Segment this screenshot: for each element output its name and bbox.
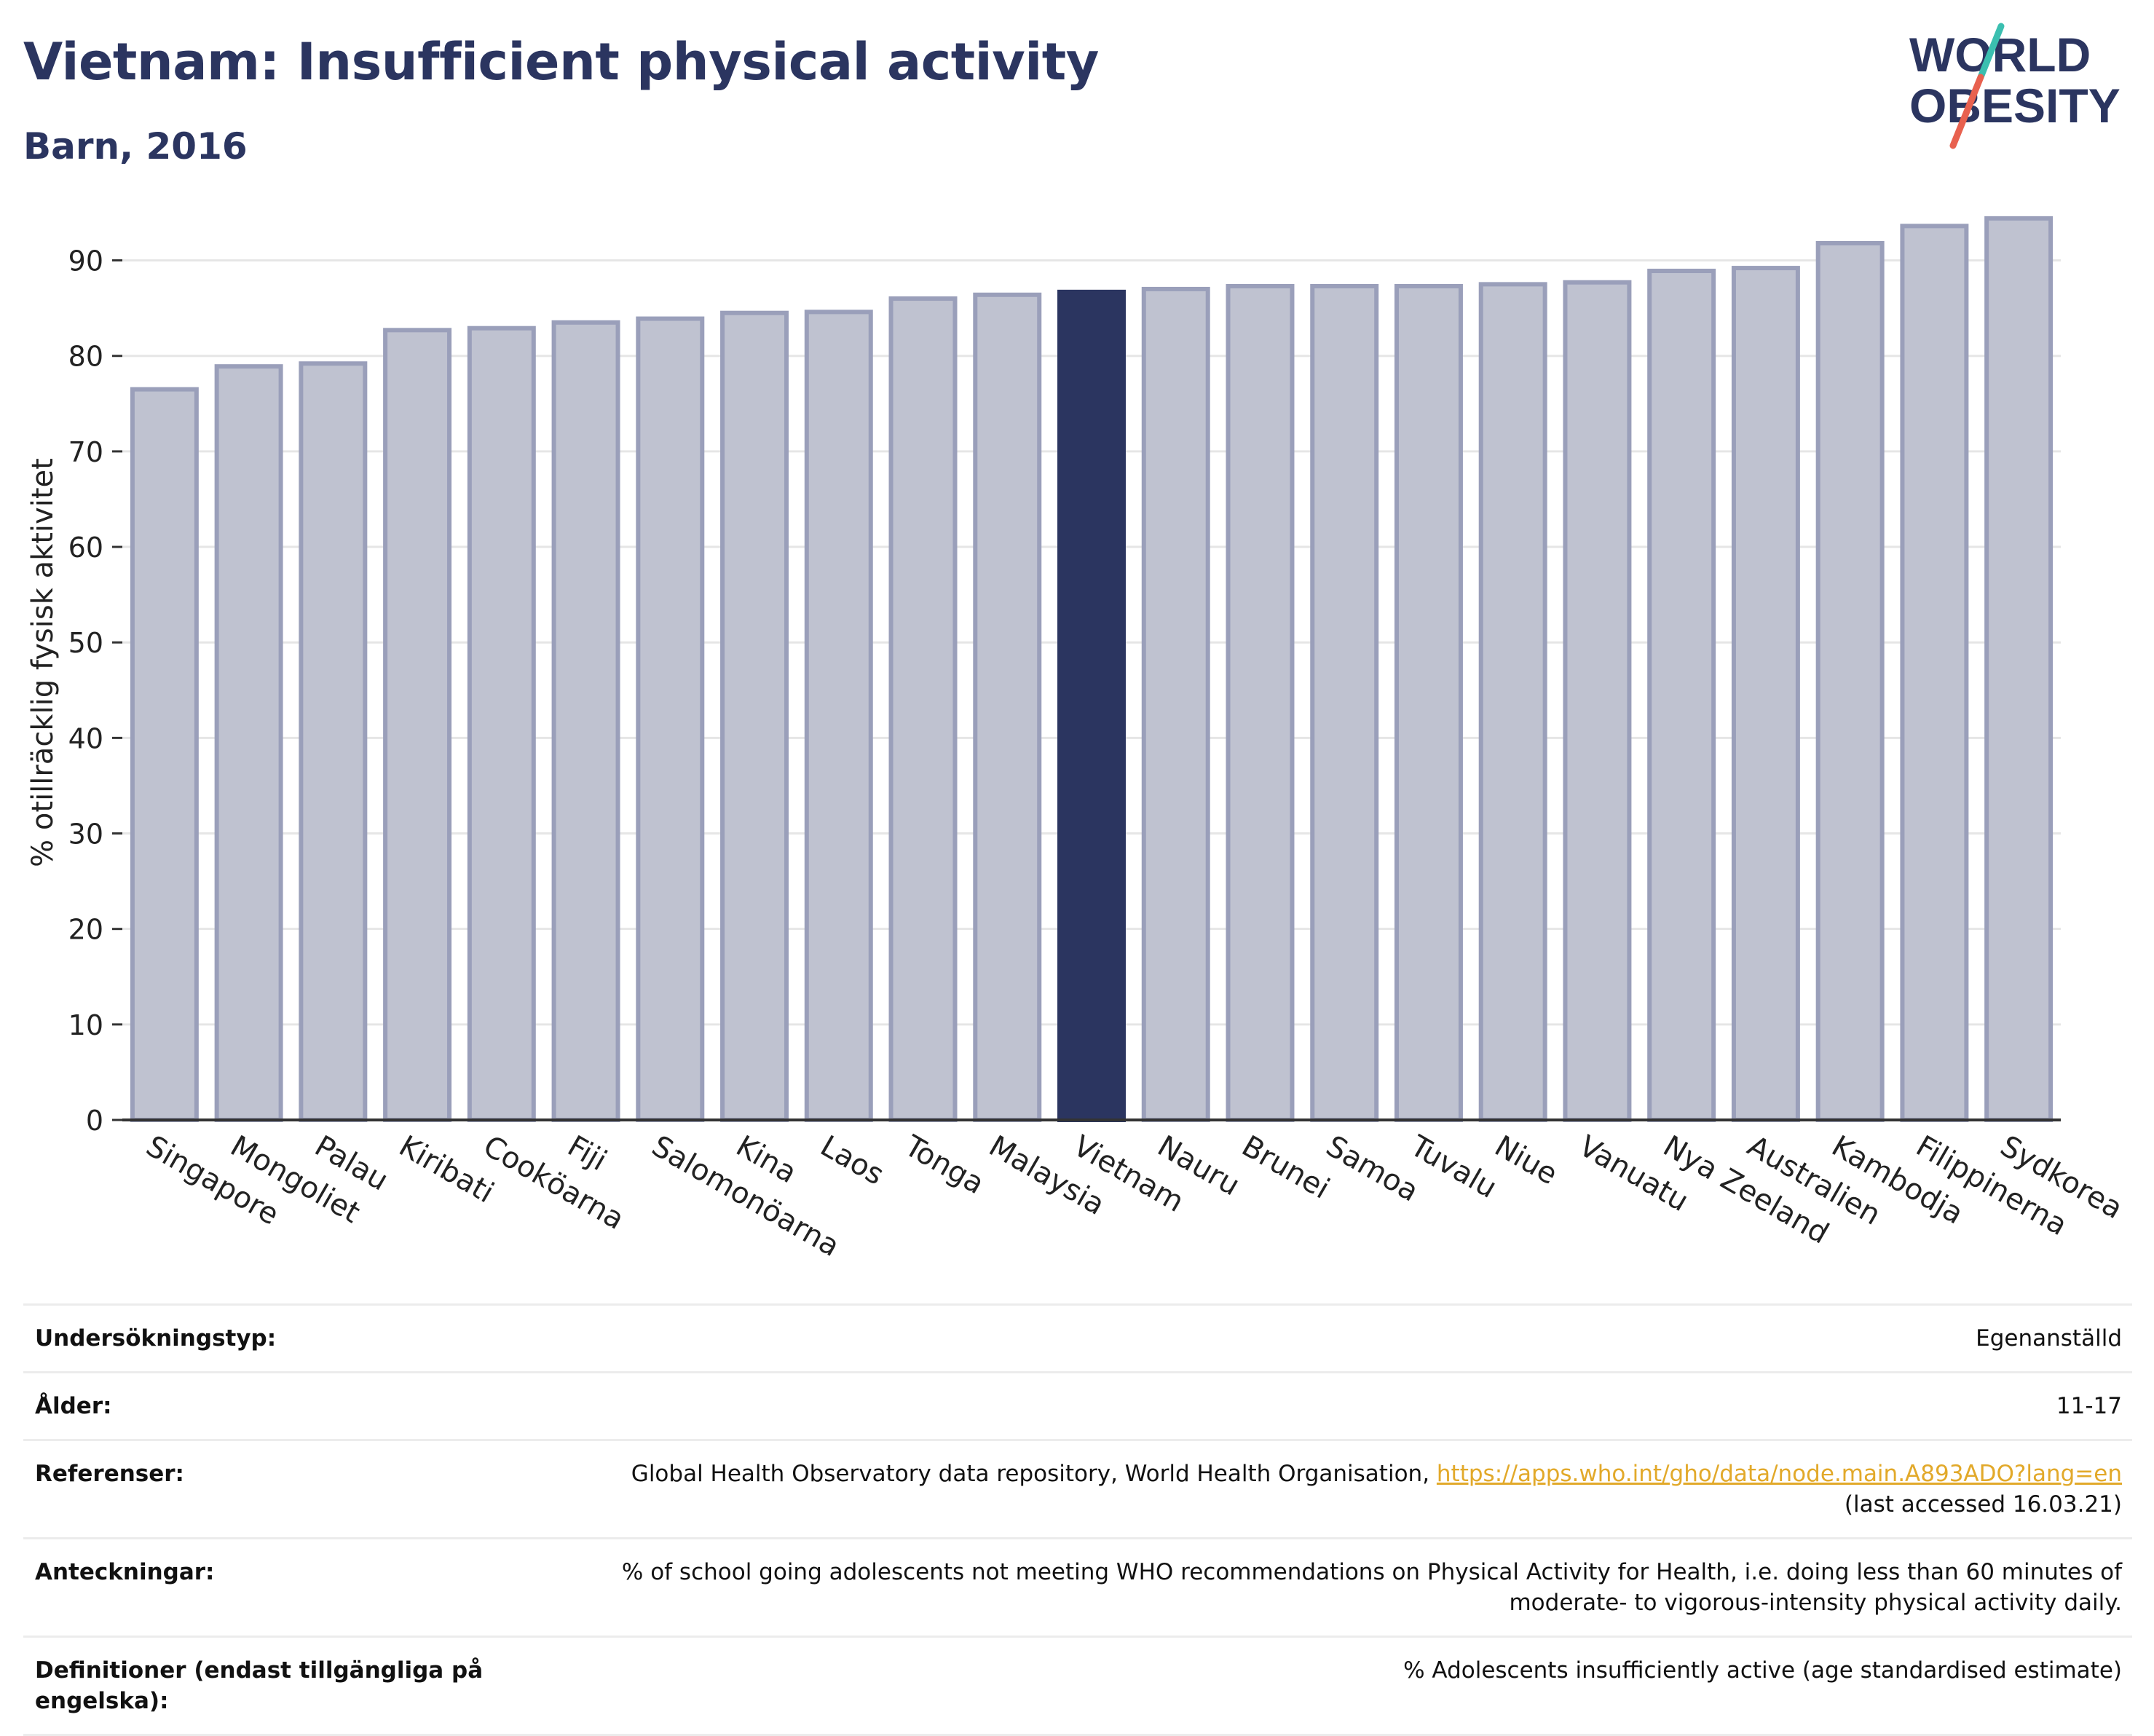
y-tick-label: 60 <box>68 532 103 564</box>
bar-tonga <box>888 296 958 1122</box>
bar-chart: 0102030405060708090SingaporeMongolietPal… <box>26 216 2129 1263</box>
logo-slash-teal <box>1977 23 2005 81</box>
bar-nauru <box>1141 286 1210 1123</box>
bar-kambodja <box>1815 240 1885 1122</box>
x-tick-label: Fiji <box>562 1129 612 1178</box>
bar-samoa <box>1310 283 1379 1122</box>
bar-nya-zeeland <box>1647 269 1716 1122</box>
bar-vietnam <box>1057 289 1126 1122</box>
logo-line2: OBESITY <box>1909 79 2121 133</box>
reference-accessed: (last accessed 16.03.21) <box>1844 1491 2122 1518</box>
bar-niue <box>1478 282 1547 1122</box>
bar-malaysia <box>973 292 1042 1122</box>
bar-laos <box>804 309 873 1123</box>
info-label: Ålder: <box>35 1393 112 1419</box>
info-row-definitions: Definitioner (endast tillgängliga på eng… <box>23 1636 2132 1736</box>
info-value: % of school going adolescents not meetin… <box>621 1559 2122 1616</box>
y-tick-label: 70 <box>68 436 103 468</box>
info-label: Referenser: <box>35 1461 184 1487</box>
bar-sydkorea <box>1984 216 2054 1122</box>
x-tick-label: Kiribati <box>393 1129 500 1210</box>
bar-palau <box>299 361 368 1122</box>
bar-singapore <box>130 387 199 1122</box>
reference-text: Global Health Observatory data repositor… <box>631 1461 1437 1487</box>
x-tick-label: Laos <box>815 1129 890 1192</box>
bar-mongoliet <box>214 364 283 1123</box>
x-tick-label: Niue <box>1489 1129 1563 1191</box>
y-tick-label: 80 <box>68 341 103 373</box>
x-tick-label: Samoa <box>1320 1129 1424 1209</box>
y-tick-label: 50 <box>68 627 103 659</box>
bars <box>130 216 2054 1123</box>
x-tick-label: Tuvalu <box>1404 1129 1502 1205</box>
bar-australien <box>1731 266 1800 1123</box>
bar-kina <box>720 310 789 1122</box>
y-tick-label: 10 <box>68 1009 103 1041</box>
info-row-notes: Anteckningar: % of school going adolesce… <box>23 1537 2132 1636</box>
info-table: Undersӧkningstyp: Egenanställd Ålder: 11… <box>23 1303 2132 1736</box>
chart-title: Vietnam: Insufficient physical activity <box>23 32 1099 92</box>
info-label: Undersӧkningstyp: <box>35 1325 277 1352</box>
bar-fiji <box>551 320 620 1123</box>
bar-cookӧarna <box>467 326 536 1122</box>
y-tick-label: 30 <box>68 818 103 851</box>
y-tick-label: 20 <box>68 914 103 946</box>
bar-kiribati <box>383 328 452 1122</box>
bar-tuvalu <box>1394 283 1463 1122</box>
info-label: Anteckningar: <box>35 1559 215 1585</box>
y-tick-label: 40 <box>68 722 103 754</box>
info-value: Global Health Observatory data repositor… <box>631 1459 2122 1520</box>
info-value: % Adolescents insufficiently active (age… <box>1403 1657 2122 1684</box>
y-tick-label: 90 <box>68 245 103 277</box>
bar-salomonӧarna <box>636 316 705 1123</box>
chart-subtitle: Barn, 2016 <box>23 125 248 167</box>
info-value: 11-17 <box>2056 1393 2122 1419</box>
info-row-survey-type: Undersӧkningstyp: Egenanställd <box>23 1303 2132 1371</box>
bar-brunei <box>1226 283 1295 1122</box>
x-tick-label: Brunei <box>1236 1129 1335 1206</box>
info-row-age: Ålder: 11-17 <box>23 1371 2132 1439</box>
logo-slash-red <box>1949 74 1984 149</box>
y-axis-label: % otillräcklig fysisk aktivitet <box>26 458 60 867</box>
world-obesity-logo: WORLD OBESITY <box>1909 23 2121 149</box>
info-label: Definitioner (endast tillgängliga på eng… <box>35 1657 484 1714</box>
bar-vanuatu <box>1563 280 1632 1123</box>
x-tick-label: Tonga <box>899 1129 990 1201</box>
reference-link[interactable]: https://apps.who.int/gho/data/node.main.… <box>1436 1461 2122 1487</box>
bar-filippinerna <box>1900 224 1969 1123</box>
y-tick-label: 0 <box>86 1105 103 1137</box>
info-row-references: Referenser: Global Health Observatory da… <box>23 1439 2132 1537</box>
info-value: Egenanställd <box>1976 1325 2122 1352</box>
